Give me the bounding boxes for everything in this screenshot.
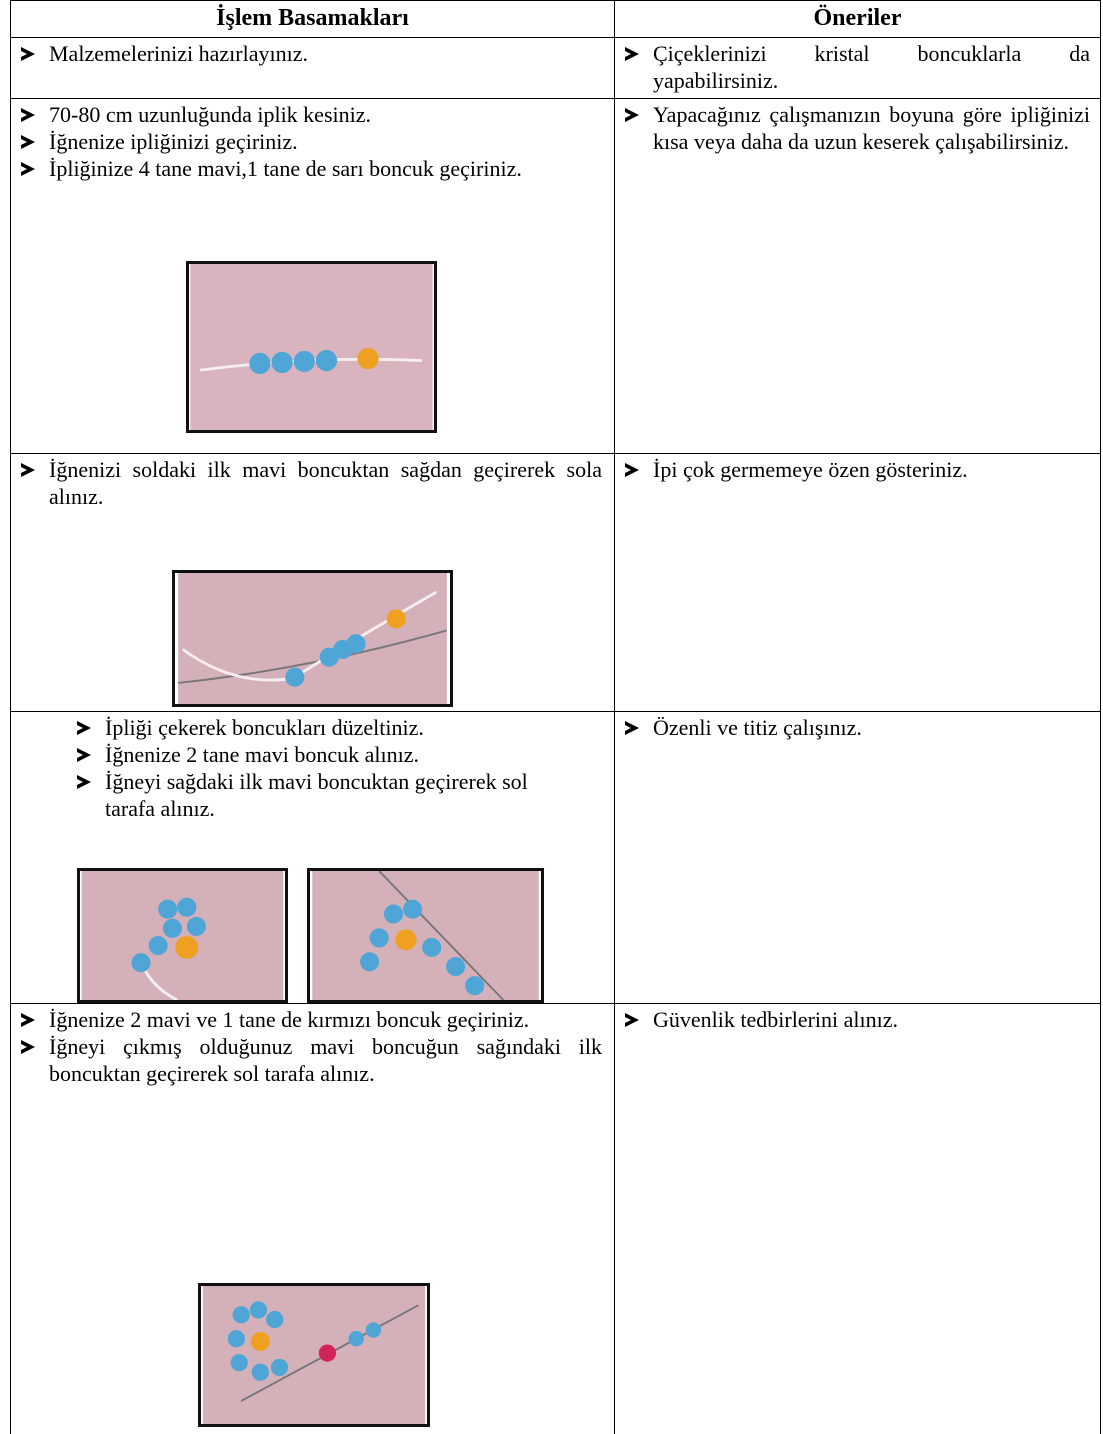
table-cell: Özenli ve titiz çalışınız. [614,711,1101,1003]
header-text: İşlem Basamakları [216,5,409,31]
bullet-list: Güvenlik tedbirlerini alınız. [615,1004,1100,1033]
list-item: 70-80 cm uzunluğunda iplik kesiniz. [11,101,602,128]
bullet-list: İğnenize 2 mavi ve 1 tane de kırmızı bon… [11,1004,614,1087]
bullet-list: Çiçeklerinizi kristal boncuklarla da yap… [615,38,1100,94]
list-item: İğnenizi soldaki ilk mavi boncuktan sağd… [11,456,602,510]
photo [77,868,288,1003]
photo [172,570,453,707]
bullet-list: 70-80 cm uzunluğunda iplik kesiniz. İğnen… [11,99,614,182]
photo [307,868,544,1003]
list-item: İğneyi çıkmış olduğunuz mavi boncuğun sa… [11,1033,602,1087]
table-cell: İpi çok germemeye özen gösteriniz. [614,453,1101,711]
list-item: Özenli ve titiz çalışınız. [615,714,1090,741]
table-cell: Yapacağınız çalışmanızın boyuna göre ipl… [614,98,1101,453]
table-cell: 70-80 cm uzunluğunda iplik kesiniz. İğnen… [10,98,614,453]
table-cell: Güvenlik tedbirlerini alınız. [614,1003,1101,1434]
photo [186,261,437,433]
bullet-list: İpi çok germemeye özen gösteriniz. [615,454,1100,483]
bullet-list: Malzemelerinizi hazırlayınız. [11,38,614,67]
photo [198,1283,430,1427]
header-cell: Öneriler [614,0,1101,37]
list-item: İpi çok germemeye özen gösteriniz. [615,456,1090,483]
table-cell: İpliği çekerek boncukları düzeltiniz. İğn… [10,711,614,1003]
list-item: İğneyi sağdaki ilk mavi boncuktan geçire… [67,768,564,822]
list-item: Çiçeklerinizi kristal boncuklarla da yap… [615,40,1090,94]
header-text: Öneriler [813,5,902,31]
bullet-list: İpliği çekerek boncukları düzeltiniz. İğn… [11,712,614,822]
header-cell: İşlem Basamakları [10,0,614,37]
bullet-list: Yapacağınız çalışmanızın boyuna göre ipl… [615,99,1100,155]
list-item: İğnenize 2 mavi ve 1 tane de kırmızı bon… [11,1006,602,1033]
table-cell: İğnenizi soldaki ilk mavi boncuktan sağd… [10,453,614,711]
list-item: İğnenize ipliğinizi geçiriniz. [11,128,602,155]
list-item: İğnenize 2 tane mavi boncuk alınız. [67,741,564,768]
table-cell: Malzemelerinizi hazırlayınız. [10,37,614,98]
list-item: Yapacağınız çalışmanızın boyuna göre ipl… [615,101,1090,155]
table-cell: İğnenize 2 mavi ve 1 tane de kırmızı bon… [10,1003,614,1434]
table-cell: Çiçeklerinizi kristal boncuklarla da yap… [614,37,1101,98]
list-item: İpliği çekerek boncukları düzeltiniz. [67,714,564,741]
bullet-list: Özenli ve titiz çalışınız. [615,712,1100,741]
list-item: İpliğinize 4 tane mavi,1 tane de sarı bo… [11,155,602,182]
list-item: Malzemelerinizi hazırlayınız. [11,40,602,67]
list-item: Güvenlik tedbirlerini alınız. [615,1006,1090,1033]
bullet-list: İğnenizi soldaki ilk mavi boncuktan sağd… [11,454,614,510]
